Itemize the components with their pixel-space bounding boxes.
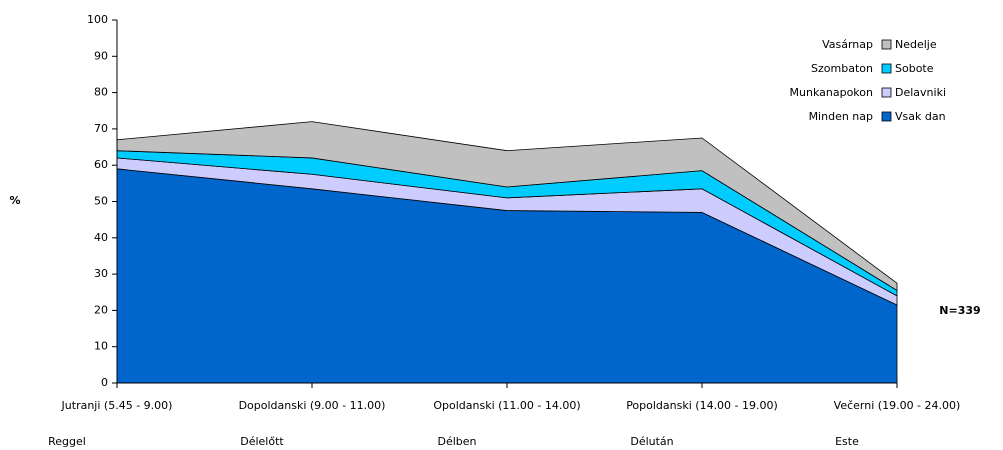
x-tick-label-secondary: Délután — [630, 435, 673, 448]
y-tick-label: 50 — [94, 195, 108, 208]
area — [116, 121, 898, 292]
x-tick-label: Popoldanski (14.00 - 19.00) — [626, 399, 778, 412]
y-tick-label: 0 — [101, 376, 108, 389]
legend-label-hu: Szombaton — [811, 62, 873, 75]
legend-label: Sobote — [895, 62, 934, 75]
y-tick-label: 40 — [94, 231, 108, 244]
x-tick-label: Opoldanski (11.00 - 14.00) — [433, 399, 580, 412]
x-tick-label: Jutranji (5.45 - 9.00) — [61, 399, 173, 412]
x-tick-label-secondary: Reggel — [48, 435, 86, 448]
y-tick-label: 60 — [94, 158, 108, 171]
y-tick-label: 10 — [94, 340, 108, 353]
y-tick-label: 70 — [94, 122, 108, 135]
annotation: N=339 — [939, 304, 980, 317]
x-tick-label-secondary: Este — [835, 435, 859, 448]
legend-label: Vsak dan — [895, 110, 946, 123]
legend-label: Nedelje — [895, 38, 937, 51]
x-tick-label-secondary: Délelőtt — [240, 435, 284, 448]
x-tick-label: Dopoldanski (9.00 - 11.00) — [239, 399, 386, 412]
y-tick-label: 20 — [94, 303, 108, 316]
legend-swatch — [881, 39, 892, 50]
y-tick-label: 90 — [94, 49, 108, 62]
legend-swatch — [881, 63, 892, 74]
y-axis-label: % — [9, 194, 20, 207]
legend-label: Delavniki — [895, 86, 946, 99]
legend-label-hu: Vasárnap — [822, 38, 873, 51]
legend-label-hu: Munkanapokon — [790, 86, 873, 99]
legend-label-hu: Minden nap — [809, 110, 873, 123]
x-tick-label: Večerni (19.00 - 24.00) — [834, 399, 961, 412]
x-tick-label-secondary: Délben — [437, 435, 476, 448]
y-tick-label: 30 — [94, 267, 108, 280]
y-tick-label: 80 — [94, 86, 108, 99]
legend-swatch — [881, 87, 892, 98]
y-tick-label: 100 — [87, 13, 108, 26]
legend-swatch — [881, 111, 892, 122]
